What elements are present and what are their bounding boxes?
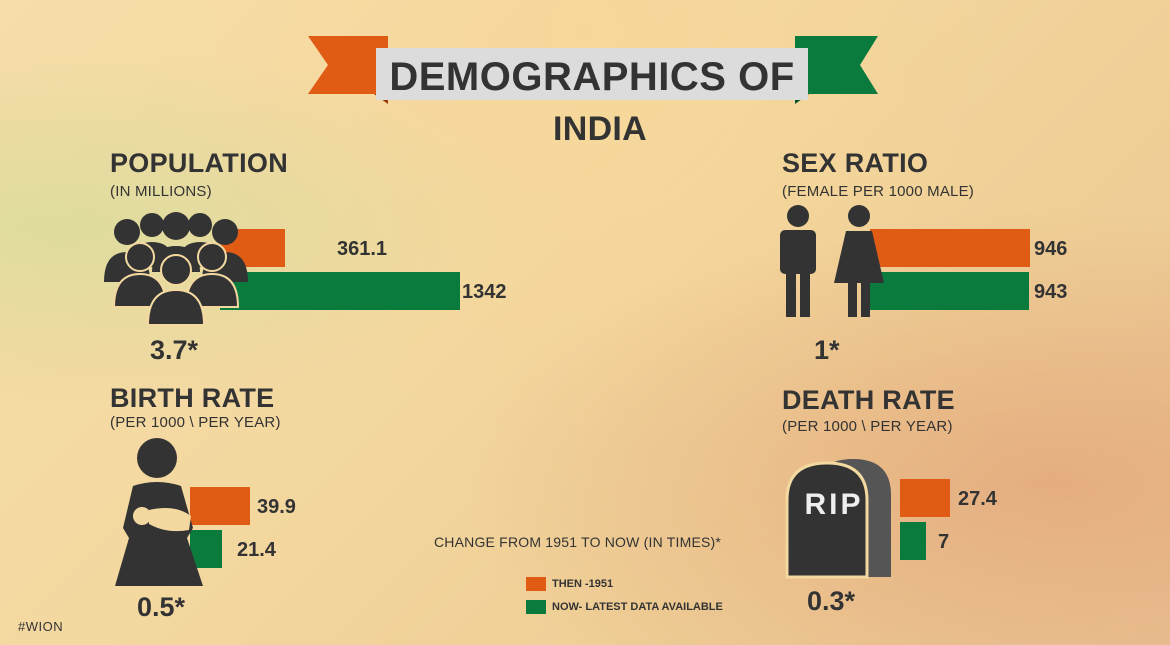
legend-label-then: THEN -1951 (552, 578, 614, 590)
change-note: CHANGE FROM 1951 TO NOW (IN TIMES)* (434, 534, 722, 550)
population-bar-now (220, 272, 460, 310)
death-rate-subtitle: (PER 1000 \ PER YEAR) (782, 418, 953, 435)
ribbon-banner (376, 48, 808, 100)
tombstone-text: RIP (804, 488, 864, 521)
sex-ratio-subtitle: (FEMALE PER 1000 MALE) (782, 183, 974, 200)
birth-rate-bar-now (190, 530, 223, 568)
sex-ratio-value-now: 943 (1034, 281, 1068, 303)
population-value-then: 361.1 (337, 238, 388, 260)
mother-baby-icon (115, 438, 203, 586)
title-ribbon (308, 36, 878, 104)
tombstone-icon (785, 459, 891, 579)
death-rate-heading: DEATH RATE (782, 385, 955, 415)
legend-label-now: NOW- LATEST DATA AVAILABLE (552, 601, 723, 613)
population-value-now: 1342 (462, 281, 507, 303)
crowd-icon (104, 212, 248, 326)
sex-ratio-bar-now (870, 272, 1030, 310)
birth-rate-value-now: 21.4 (237, 539, 276, 561)
death-rate-change: 0.3* (807, 586, 856, 616)
sex-ratio-value-then: 946 (1034, 238, 1068, 260)
population-change: 3.7* (150, 335, 199, 365)
death-rate-bar-now (900, 522, 926, 560)
death-rate-bar-then (900, 479, 950, 517)
ribbon-right-flag (795, 36, 878, 94)
birth-rate-value-then: 39.9 (257, 496, 296, 518)
sex-ratio-bar-then (870, 229, 1030, 267)
sex-ratio-heading: SEX RATIO (782, 148, 929, 178)
page-title: DEMOGRAPHICS OF (389, 55, 795, 99)
legend-swatch-now (526, 600, 546, 614)
birth-rate-heading: BIRTH RATE (110, 383, 275, 413)
death-rate-value-now: 7 (938, 531, 950, 553)
birth-rate-subtitle: (PER 1000 \ PER YEAR) (110, 414, 281, 431)
sex-ratio-change: 1* (814, 335, 840, 365)
man-woman-icon (780, 205, 884, 317)
ribbon-left-flag (308, 36, 388, 94)
population-subtitle: (IN MILLIONS) (110, 183, 212, 200)
birth-rate-bar-then (190, 487, 250, 525)
page-title-country: INDIA (552, 110, 648, 148)
population-heading: POPULATION (110, 148, 288, 178)
watermark: #WION (18, 619, 64, 634)
death-rate-value-then: 27.4 (958, 488, 997, 510)
legend-swatch-then (526, 577, 546, 591)
birth-rate-change: 0.5* (137, 592, 186, 622)
